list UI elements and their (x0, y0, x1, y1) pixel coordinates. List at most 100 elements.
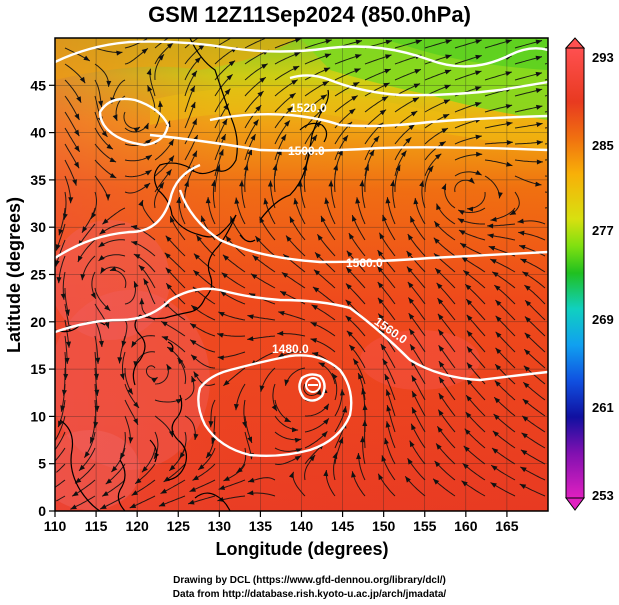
stream-arrow (441, 183, 447, 191)
stream-arrow (286, 235, 292, 242)
stream-arrow (255, 236, 262, 243)
stream-arrow (95, 357, 101, 364)
temperature-field: 1500.0 1560.0 1520.0 1480.0 1560.0 (55, 38, 548, 511)
stream-arrow (120, 452, 126, 460)
stream-arrow (495, 315, 502, 322)
stream-arrow (147, 85, 153, 92)
stream-arrow (439, 377, 445, 384)
stream-arrow (208, 421, 214, 428)
stream-arrow (143, 183, 151, 189)
stream-arrow (98, 340, 104, 347)
stream-arrow (315, 252, 321, 259)
stream-arrow (385, 39, 392, 45)
stream-arrow (379, 232, 385, 240)
stream-arrow (160, 488, 167, 494)
streamline (55, 447, 66, 462)
stream-arrow (280, 291, 287, 297)
stream-arrow (395, 164, 401, 172)
stream-arrow (131, 240, 138, 246)
stream-arrow (434, 460, 441, 468)
stream-arrow (90, 436, 95, 444)
stream-arrow (277, 330, 284, 336)
stream-arrow (104, 321, 110, 329)
stream-arrow (252, 255, 259, 262)
colorbar-label: 285 (592, 138, 614, 153)
stream-arrow (175, 398, 183, 404)
stream-arrow (434, 221, 440, 228)
stream-arrow (522, 415, 529, 422)
stream-arrow (465, 411, 472, 419)
x-tick-label: 140 (290, 518, 314, 534)
stream-arrow (119, 373, 125, 380)
y-tick-label: 35 (30, 172, 46, 188)
stream-arrow (324, 53, 332, 59)
stream-arrow (438, 345, 445, 352)
stream-arrow (362, 404, 368, 411)
stream-arrow (194, 57, 201, 64)
stream-arrow (139, 298, 145, 305)
stream-arrow (495, 347, 502, 355)
stream-arrow (80, 273, 86, 281)
stream-arrow (74, 145, 80, 152)
stream-arrow (191, 305, 198, 312)
stream-arrow (165, 235, 172, 242)
stream-arrow (221, 272, 228, 279)
stream-arrow (521, 432, 528, 439)
stream-arrow (117, 357, 123, 364)
stream-arrow (70, 504, 77, 510)
stream-arrow (519, 244, 526, 250)
x-axis-label: Longitude (degrees) (215, 539, 388, 559)
stream-arrow (286, 106, 294, 113)
stream-arrow (146, 68, 152, 76)
stream-arrow (476, 151, 483, 157)
contour-label: 1480.0 (272, 342, 309, 356)
stream-arrow (191, 70, 197, 78)
stream-arrow (384, 68, 391, 74)
stream-arrow (138, 265, 145, 272)
stream-arrow (354, 54, 362, 59)
stream-arrow (291, 427, 299, 433)
stream-arrow (466, 362, 473, 369)
stream-arrow (458, 230, 466, 236)
stream-arrow (259, 385, 265, 392)
stream-arrow (248, 477, 255, 483)
stream-arrow (102, 491, 109, 497)
y-axis-label: Latitude (degrees) (4, 197, 24, 353)
stream-arrow (294, 38, 302, 43)
stream-arrow (461, 256, 468, 263)
stream-arrow (109, 266, 117, 272)
stream-arrow (189, 85, 195, 93)
stream-arrow (158, 182, 164, 189)
y-tick-label: 15 (30, 361, 46, 377)
stream-arrow (223, 476, 230, 481)
stream-arrow (517, 218, 524, 224)
stream-arrow (68, 197, 74, 204)
stream-arrow (261, 63, 268, 69)
stream-arrow (60, 293, 66, 300)
stream-arrow (437, 426, 443, 433)
stream-arrow (408, 297, 415, 304)
stream-arrow (267, 180, 273, 187)
stream-arrow (468, 177, 475, 184)
colorbar-label: 261 (592, 400, 614, 415)
stream-arrow (463, 270, 470, 277)
stream-arrow (158, 54, 164, 61)
stream-arrow (75, 477, 82, 484)
stream-arrow (488, 246, 496, 251)
stream-arrow (506, 121, 513, 127)
stream-arrow (82, 226, 88, 233)
stream-arrow (198, 44, 205, 51)
stream-arrow (382, 358, 388, 366)
stream-arrow (461, 480, 468, 487)
stream-arrow (79, 76, 86, 84)
stream-arrow (190, 339, 197, 346)
stream-arrow (377, 282, 384, 289)
colorbar-label: 269 (592, 312, 614, 327)
stream-arrow (475, 134, 482, 140)
stream-arrow (406, 266, 413, 273)
y-tick-label: 30 (30, 219, 46, 235)
stream-arrow (505, 104, 513, 109)
stream-arrow (239, 180, 244, 187)
stream-arrow (412, 407, 417, 414)
